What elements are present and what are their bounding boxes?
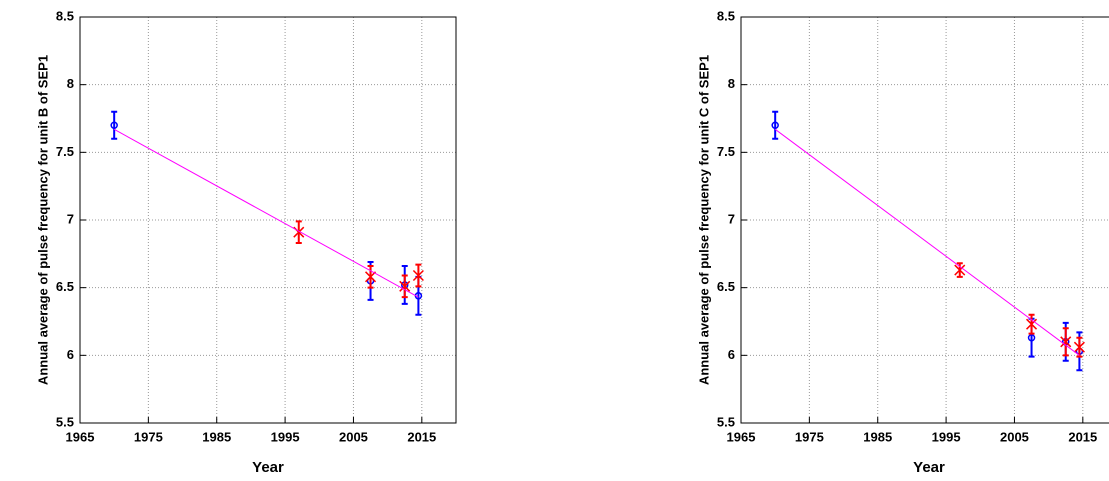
fit-line bbox=[774, 128, 1080, 356]
x-tick-label: 1985 bbox=[863, 429, 892, 444]
point bbox=[1027, 333, 1036, 342]
y-tick-label: 8.5 bbox=[56, 8, 74, 23]
x-axis-label: Year bbox=[252, 459, 284, 476]
x-axis-label: Year bbox=[913, 459, 945, 476]
x-tick-label: 2005 bbox=[1000, 429, 1029, 444]
y-tick-label: 8.5 bbox=[717, 8, 735, 23]
error-bar bbox=[772, 110, 779, 140]
x-tick-label: 2015 bbox=[1068, 429, 1097, 444]
point bbox=[399, 280, 411, 292]
x-tick-label: 1995 bbox=[932, 429, 961, 444]
x-tick-label: 1975 bbox=[795, 429, 824, 444]
x-tick-label: 2015 bbox=[407, 429, 436, 444]
y-tick-label: 6.5 bbox=[717, 279, 735, 294]
y-tick-label: 8 bbox=[67, 76, 74, 91]
x-tick-label: 1995 bbox=[271, 429, 300, 444]
x-tick-label: 1965 bbox=[727, 429, 756, 444]
point bbox=[771, 121, 779, 130]
y-axis-label: Annual average of pulse frequency for un… bbox=[696, 55, 711, 385]
fit-line bbox=[113, 128, 419, 298]
y-tick-label: 7 bbox=[67, 211, 74, 226]
point bbox=[110, 121, 118, 130]
plot-frame bbox=[79, 16, 457, 424]
y-tick-label: 5.5 bbox=[56, 414, 74, 429]
y-tick-label: 7.5 bbox=[717, 144, 735, 159]
x-tick-label: 1965 bbox=[66, 429, 95, 444]
point bbox=[1073, 341, 1085, 353]
y-tick-label: 7 bbox=[728, 211, 735, 226]
y-axis-label: Annual average of pulse frequency for un… bbox=[35, 55, 50, 385]
point bbox=[1026, 318, 1038, 330]
error-bar bbox=[111, 110, 118, 140]
y-tick-label: 6.5 bbox=[56, 279, 74, 294]
x-tick-label: 1985 bbox=[202, 429, 231, 444]
x-tick-label: 2005 bbox=[339, 429, 368, 444]
plot-frame bbox=[740, 16, 1109, 424]
y-tick-label: 5.5 bbox=[717, 414, 735, 429]
y-tick-label: 6 bbox=[728, 347, 735, 362]
point bbox=[1060, 336, 1072, 348]
y-tick-label: 8 bbox=[728, 76, 735, 91]
point bbox=[954, 264, 966, 276]
y-tick-label: 6 bbox=[67, 347, 74, 362]
point bbox=[412, 269, 424, 282]
y-tick-label: 7.5 bbox=[56, 144, 74, 159]
x-tick-label: 1975 bbox=[134, 429, 163, 444]
point bbox=[365, 271, 377, 283]
